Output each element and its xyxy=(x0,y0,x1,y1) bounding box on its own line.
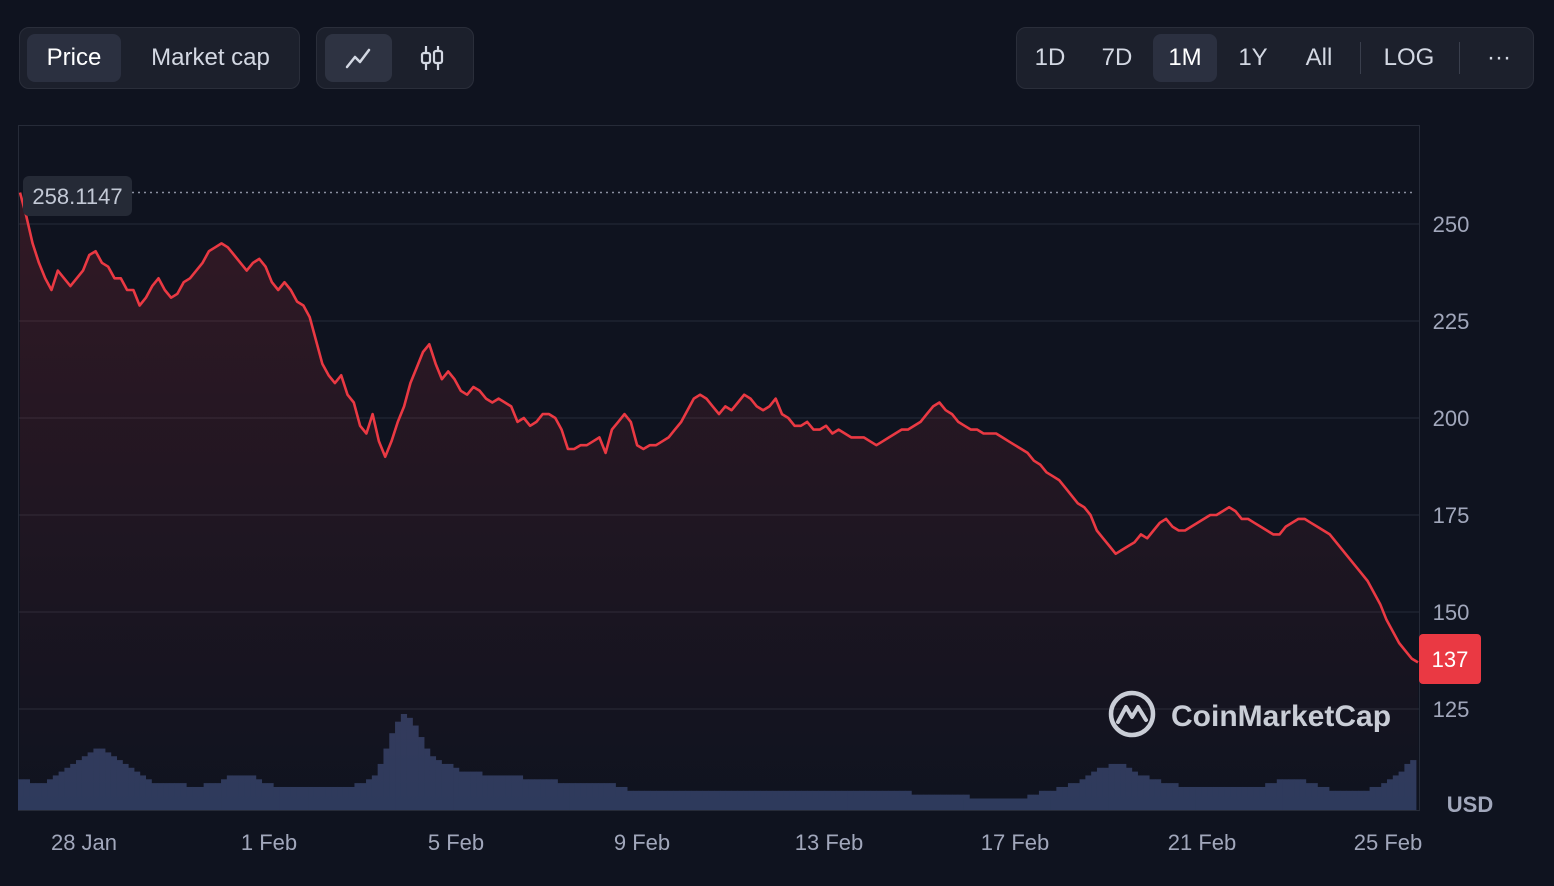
currency-label: USD xyxy=(1447,792,1493,817)
y-axis: 125 150 175 200 225 250 xyxy=(1433,212,1470,722)
y-tick-label: 175 xyxy=(1433,503,1470,528)
y-tick-label: 150 xyxy=(1433,600,1470,625)
x-tick-label: 28 Jan xyxy=(51,830,117,855)
x-tick-label: 9 Feb xyxy=(614,830,670,855)
tab-price[interactable]: Price xyxy=(27,34,121,82)
y-tick-label: 125 xyxy=(1433,697,1470,722)
log-scale-button[interactable]: LOG xyxy=(1383,44,1435,71)
x-tick-label: 17 Feb xyxy=(981,830,1050,855)
current-price-badge: 137 xyxy=(1419,634,1481,684)
range-selector: 1D 7D 1M 1Y All LOG ··· xyxy=(1016,27,1534,89)
metric-toggle: Price Market cap xyxy=(19,27,300,89)
x-tick-label: 21 Feb xyxy=(1168,830,1237,855)
line-chart-button[interactable] xyxy=(325,34,392,82)
tab-market-cap[interactable]: Market cap xyxy=(151,44,270,71)
current-price-label: 137 xyxy=(1432,647,1469,672)
x-tick-label: 5 Feb xyxy=(428,830,484,855)
range-1y-button[interactable]: 1Y xyxy=(1238,44,1268,71)
chart-type-toggle xyxy=(316,27,474,89)
range-7d-button[interactable]: 7D xyxy=(1101,44,1133,71)
high-price-badge: 258.1147 xyxy=(23,176,132,216)
x-tick-label: 13 Feb xyxy=(795,830,864,855)
x-axis: 28 Jan 1 Feb 5 Feb 9 Feb 13 Feb 17 Feb 21 Feb 2… xyxy=(51,830,1422,855)
candlestick-chart-button[interactable] xyxy=(399,34,466,82)
more-options-button[interactable]: ··· xyxy=(1487,44,1511,71)
x-tick-label: 25 Feb xyxy=(1354,830,1423,855)
x-tick-label: 1 Feb xyxy=(241,830,297,855)
price-line xyxy=(18,192,1419,664)
toolbar-divider xyxy=(1360,42,1361,74)
y-tick-label: 200 xyxy=(1433,406,1470,431)
range-1m-button[interactable]: 1M xyxy=(1153,34,1217,82)
range-1d-button[interactable]: 1D xyxy=(1034,44,1066,71)
price-area-fill xyxy=(20,192,1418,811)
coinmarketcap-logo-icon xyxy=(1108,690,1156,738)
line-chart-icon xyxy=(345,48,371,69)
coinmarketcap-watermark: CoinMarketCap xyxy=(1108,690,1391,738)
high-price-label: 258.1147 xyxy=(32,184,122,209)
y-tick-label: 250 xyxy=(1433,212,1470,237)
toolbar-divider xyxy=(1459,42,1460,74)
candlestick-icon xyxy=(420,46,444,70)
range-all-button[interactable]: All xyxy=(1305,44,1333,71)
y-tick-label: 225 xyxy=(1433,309,1470,334)
watermark-text: CoinMarketCap xyxy=(1171,700,1391,733)
